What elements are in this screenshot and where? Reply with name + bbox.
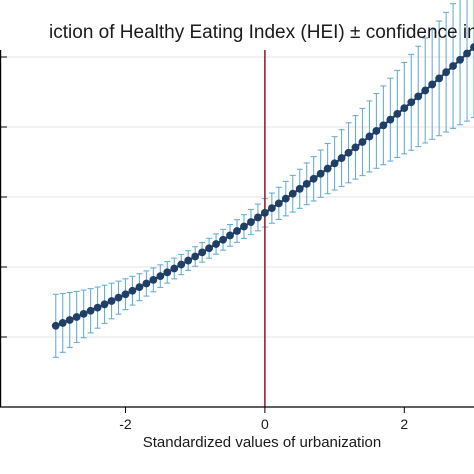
data-point-14 [149, 275, 158, 284]
data-point-55 [435, 74, 444, 83]
data-point-58 [456, 55, 464, 64]
x-tick-label-0: -2 [119, 416, 132, 432]
data-point-27 [240, 222, 248, 231]
data-point-54 [428, 80, 437, 89]
data-point-49 [393, 110, 402, 118]
data-point-6 [93, 303, 102, 312]
data-point-50 [400, 104, 409, 112]
data-point-3 [72, 313, 81, 321]
data-point-26 [233, 227, 241, 235]
data-point-15 [156, 272, 165, 280]
data-point-32 [274, 199, 283, 208]
data-point-38 [316, 169, 325, 178]
data-point-24 [219, 235, 227, 244]
data-point-56 [442, 68, 451, 77]
data-point-42 [344, 148, 353, 157]
data-point-41 [337, 154, 346, 162]
chart-title: iction of Healthy Eating Index (HEI) ± c… [49, 22, 474, 43]
data-point-45 [365, 132, 374, 141]
data-point-19 [184, 256, 193, 265]
data-point-22 [205, 244, 214, 253]
data-point-47 [379, 121, 388, 130]
data-point-29 [254, 213, 262, 222]
data-point-16 [163, 268, 172, 277]
x-tick-label-2: 2 [400, 416, 408, 432]
data-point-53 [421, 86, 430, 95]
data-point-18 [177, 260, 186, 269]
data-point-43 [351, 143, 360, 152]
data-point-8 [107, 297, 116, 305]
data-point-23 [212, 240, 220, 248]
data-point-36 [302, 179, 311, 188]
data-point-7 [100, 300, 109, 309]
data-point-1 [58, 319, 67, 327]
data-point-5 [86, 306, 95, 315]
data-point-51 [407, 98, 416, 107]
data-point-39 [323, 164, 332, 173]
data-point-40 [330, 159, 339, 168]
data-point-28 [247, 218, 255, 226]
data-point-13 [142, 279, 151, 288]
data-point-33 [281, 194, 290, 203]
data-point-46 [372, 127, 381, 135]
data-point-44 [358, 138, 367, 146]
x-tick-label-1: 0 [261, 416, 269, 432]
gridlines [7, 56, 474, 338]
x-axis-ticks: -2 0 2 [0, 56, 408, 432]
data-point-10 [121, 290, 130, 299]
data-point-35 [295, 184, 304, 193]
data-point-17 [170, 264, 179, 273]
x-axis-title: Standardized values of urbanization [143, 434, 382, 451]
data-point-34 [288, 189, 297, 198]
data-point-25 [226, 231, 234, 240]
data-point-59 [463, 49, 471, 58]
data-point-60 [470, 43, 474, 52]
data-point-12 [135, 283, 144, 292]
data-point-48 [386, 115, 395, 124]
data-point-20 [191, 252, 200, 261]
data-point-30 [260, 208, 269, 217]
data-point-0 [51, 321, 60, 330]
data-point-21 [198, 248, 207, 257]
data-point-11 [128, 286, 137, 295]
data-point-4 [79, 310, 88, 318]
data-point-57 [449, 62, 457, 70]
data-point-31 [267, 204, 276, 213]
data-point-52 [414, 92, 423, 101]
data-point-37 [309, 174, 318, 183]
series-markers [51, 43, 474, 330]
data-point-2 [65, 316, 74, 324]
data-point-9 [114, 293, 123, 302]
